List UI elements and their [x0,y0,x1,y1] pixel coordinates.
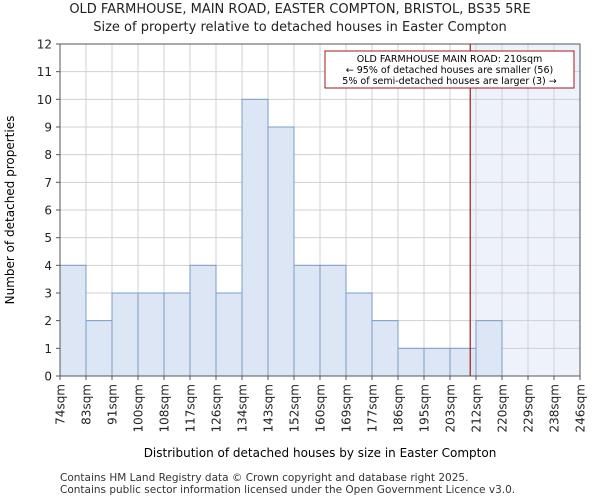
y-tick-label: 0 [44,370,52,384]
y-tick-label: 12 [37,38,52,52]
y-tick-label: 8 [44,148,52,162]
y-tick-label: 4 [44,259,52,273]
bar-177sqm [371,320,399,377]
x-tick-label: 100sqm [132,384,146,432]
x-tick-label: 246sqm [574,384,588,432]
bar-169sqm [345,292,373,377]
bar-212sqm [475,320,503,377]
bar-134sqm [241,98,269,377]
x-tick-label: 143sqm [262,384,276,432]
bar-195sqm [423,347,451,377]
x-tick-label: 177sqm [366,384,380,432]
bar-108sqm [163,292,191,377]
bar-203sqm [449,347,477,377]
x-tick-label: 212sqm [470,384,484,432]
y-tick-label: 3 [44,287,52,301]
y-tick-label: 5 [44,231,52,245]
x-tick-label: 134sqm [236,384,250,432]
bar-126sqm [215,292,243,377]
y-tick-label: 11 [37,65,52,79]
chart-title-line1: OLD FARMHOUSE, MAIN ROAD, EASTER COMPTON… [69,2,531,17]
bar-100sqm [137,292,165,377]
footer-copyright: Contains HM Land Registry data © Crown c… [60,472,469,484]
bar-186sqm [397,347,425,377]
y-tick-label: 10 [37,93,52,107]
y-tick-label: 7 [44,176,52,190]
bar-143sqm [267,126,295,377]
x-tick-label: 83sqm [80,384,94,425]
x-tick-label: 229sqm [522,384,536,432]
bar-74sqm [59,264,87,377]
x-tick-label: 117sqm [184,384,198,432]
x-axis-label: Distribution of detached houses by size … [144,446,497,460]
annotation-line2: ← 95% of detached houses are smaller (56… [346,65,553,76]
y-tick-label: 2 [44,314,52,328]
x-tick-label: 126sqm [210,384,224,432]
annotation-box: OLD FARMHOUSE MAIN ROAD: 210sqm ← 95% of… [324,50,575,89]
x-tick-label: 169sqm [340,384,354,432]
x-tick-label: 238sqm [548,384,562,432]
bar-152sqm [293,264,321,377]
bar-83sqm [85,320,113,377]
x-tick-label: 160sqm [314,384,328,432]
x-tick-label: 195sqm [418,384,432,432]
x-tick-label: 203sqm [444,384,458,432]
x-tick-label: 220sqm [496,384,510,432]
annotation-line3: 5% of semi-detached houses are larger (3… [342,76,556,87]
annotation-line1: OLD FARMHOUSE MAIN ROAD: 210sqm [357,54,543,65]
bar-160sqm [319,264,347,377]
x-tick-label: 74sqm [54,384,68,425]
x-tick-label: 91sqm [106,384,120,425]
chart-title-line2: Size of property relative to detached ho… [93,20,507,35]
bar-117sqm [189,264,217,377]
bar-91sqm [111,292,139,377]
y-tick-label: 6 [44,204,52,218]
x-tick-label: 152sqm [288,384,302,432]
y-axis-label: Number of detached properties [3,116,17,305]
x-tick-label: 108sqm [158,384,172,432]
footer-licence: Contains public sector information licen… [60,484,516,496]
y-tick-label: 9 [44,121,52,135]
x-tick-label: 186sqm [392,384,406,432]
y-tick-label: 1 [44,342,52,356]
